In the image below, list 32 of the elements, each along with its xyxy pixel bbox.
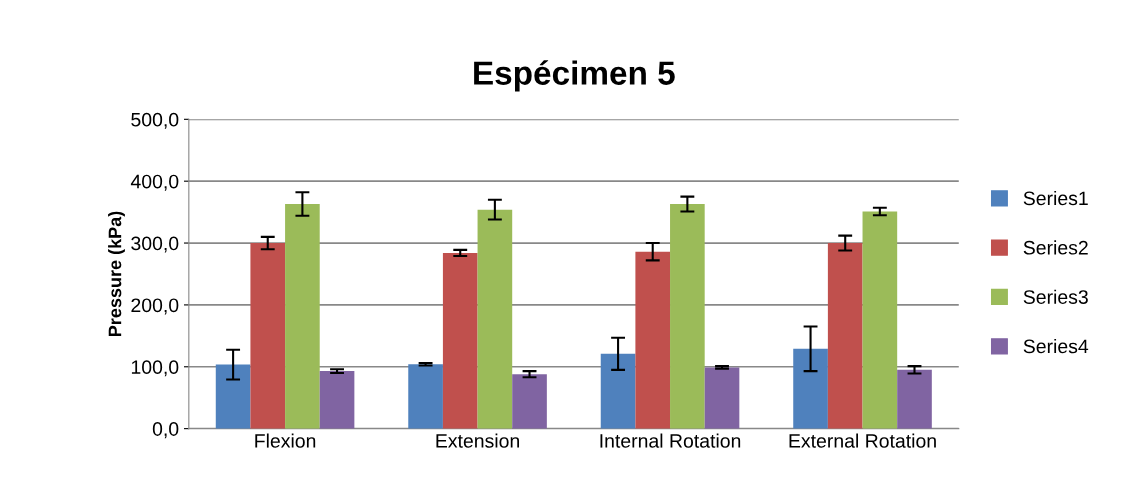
bar	[635, 251, 671, 429]
bar	[827, 243, 863, 429]
chart-title: Espécimen 5	[474, 60, 675, 92]
bar	[408, 364, 443, 429]
legend-label: Series1	[1023, 190, 1088, 206]
bar	[897, 369, 932, 429]
bar	[477, 209, 513, 429]
x-tick-label: Internal Rotation	[600, 433, 741, 448]
legend-label: Series2	[1023, 240, 1088, 255]
y-tick-label: 0,0	[152, 422, 179, 439]
legend-label: Series3	[1023, 289, 1088, 304]
bar	[793, 348, 828, 429]
y-tick-label: 100,0	[131, 360, 179, 377]
bar	[704, 367, 740, 429]
x-tick-label: Extension	[436, 433, 519, 448]
x-tick-label: External Rotation	[789, 433, 936, 448]
y-tick-label: 300,0	[131, 236, 179, 253]
bar	[670, 204, 705, 429]
bar	[600, 353, 636, 429]
y-tick-label: 400,0	[130, 174, 179, 191]
y-tick-label: 500,0	[131, 112, 179, 129]
bar	[250, 243, 286, 429]
bar	[285, 204, 320, 429]
y-axis-title: Pressure (kPa)	[108, 211, 125, 336]
bar	[512, 374, 547, 429]
x-tick-label: Flexion	[255, 433, 316, 448]
bar	[215, 364, 251, 429]
bar	[862, 211, 898, 429]
bar	[319, 371, 355, 429]
bar	[442, 252, 478, 429]
legend-label: Series4	[1023, 338, 1089, 354]
y-tick-label: 200,0	[131, 298, 179, 315]
